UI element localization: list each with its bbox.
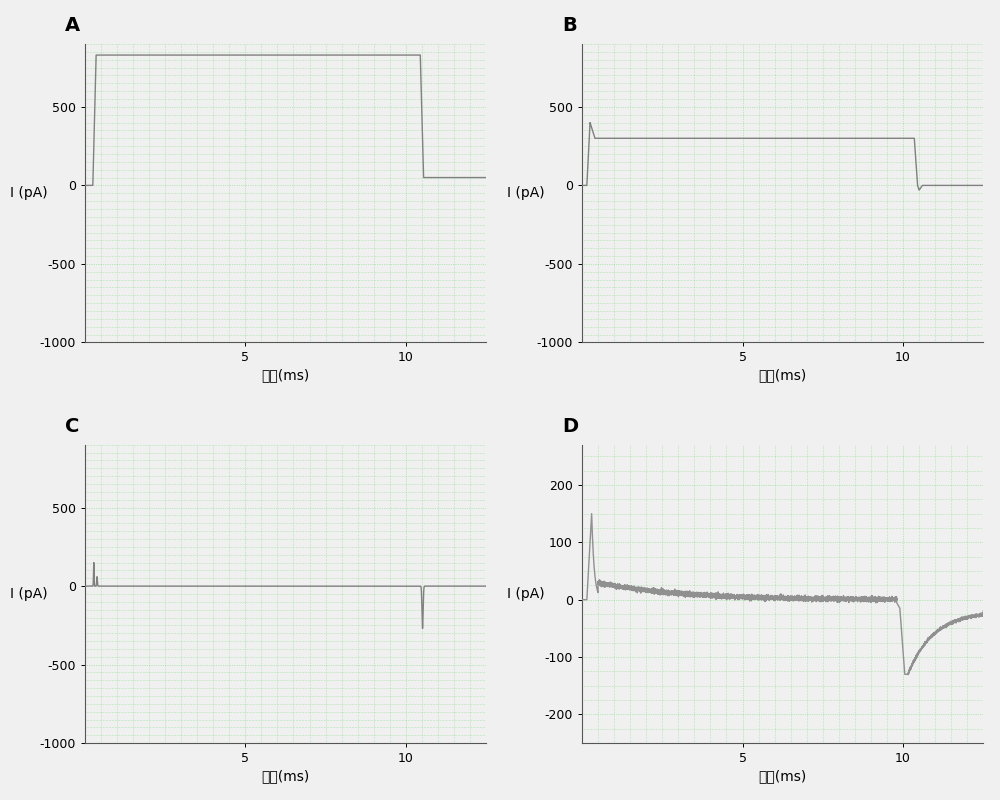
Y-axis label: I (pA): I (pA) (10, 587, 47, 601)
X-axis label: 时间(ms): 时间(ms) (759, 369, 807, 382)
Text: A: A (65, 16, 80, 35)
Text: B: B (562, 16, 577, 35)
Text: C: C (65, 417, 79, 436)
X-axis label: 时间(ms): 时间(ms) (759, 770, 807, 783)
Y-axis label: I (pA): I (pA) (507, 587, 545, 601)
Y-axis label: I (pA): I (pA) (10, 186, 47, 200)
Y-axis label: I (pA): I (pA) (507, 186, 545, 200)
X-axis label: 时间(ms): 时间(ms) (261, 369, 310, 382)
Text: D: D (562, 417, 578, 436)
X-axis label: 时间(ms): 时间(ms) (261, 770, 310, 783)
